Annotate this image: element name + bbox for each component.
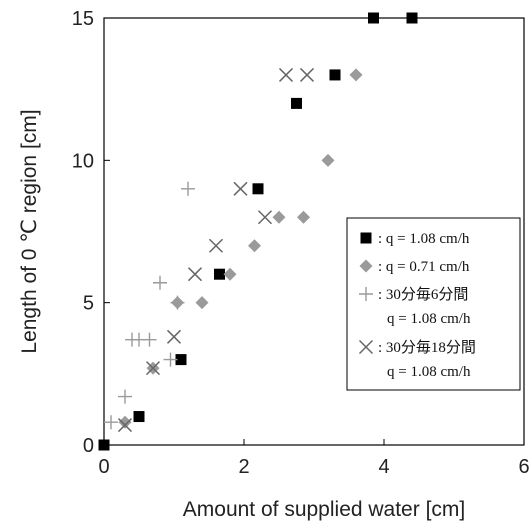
data-point-cross: [187, 267, 203, 282]
data-point-diamond: [118, 415, 132, 429]
legend-entry-label: : q = 0.71 cm/h: [378, 259, 470, 275]
data-point-plus: [181, 181, 195, 196]
series-plus: [104, 181, 195, 430]
legend-marker-diamond: [359, 259, 373, 273]
legend-entry-sublabel: q = 1.08 cm/h: [387, 311, 471, 327]
data-point-plus: [153, 275, 167, 290]
data-point-diamond: [297, 210, 310, 224]
legend-entry-sublabel: q = 1.08 cm/h: [387, 364, 471, 380]
data-point-diamond: [223, 267, 237, 281]
data-point-diamond: [272, 210, 286, 224]
data-point-cross: [208, 238, 224, 253]
data-point-diamond: [349, 68, 363, 82]
data-points: [98, 12, 418, 451]
legend-box: [346, 217, 521, 391]
data-point-plus: [163, 352, 178, 367]
data-point-square: [291, 97, 302, 109]
y-tick-label: 15: [72, 8, 94, 30]
data-point-cross: [145, 361, 161, 376]
y-tick-label: 0: [83, 435, 94, 457]
data-point-cross: [166, 329, 182, 344]
data-point-cross: [278, 67, 294, 82]
legend-marker-cross: [358, 339, 374, 355]
data-point-square: [252, 183, 264, 195]
data-point-square: [368, 12, 379, 24]
y-axis-label: Length of 0 ℃ region [cm]: [18, 109, 41, 353]
data-point-diamond: [248, 239, 261, 253]
data-point-square: [175, 354, 187, 366]
axis-ticks: 0 2 4 6 0 5 10 15: [72, 8, 530, 478]
y-tick-label: 10: [72, 150, 94, 172]
x-tick-label: 2: [238, 456, 249, 478]
legend: : q = 1.08 cm/h : q = 0.71 cm/h : 30分毎6分間 q…: [346, 217, 521, 391]
data-point-plus: [142, 332, 157, 347]
plot-frame: [103, 17, 525, 446]
x-tick-label: 0: [98, 456, 109, 478]
data-point-diamond: [321, 153, 335, 167]
legend-entry-label: : q = 1.08 cm/h: [378, 231, 470, 247]
data-point-diamond: [195, 296, 209, 310]
legend-entry-label: : 30分毎6分間: [378, 286, 468, 303]
x-tick-label: 4: [378, 456, 389, 478]
y-tick-label: 5: [83, 293, 94, 315]
data-point-cross: [117, 418, 133, 433]
data-point-plus: [104, 415, 118, 430]
data-point-cross: [257, 210, 273, 225]
data-point-plus: [170, 295, 185, 310]
legend-marker-plus: [359, 287, 373, 301]
data-point-square: [214, 268, 225, 280]
plot-border: [103, 17, 525, 446]
data-point-cross: [299, 67, 315, 82]
series-diamond: [118, 68, 363, 429]
legend-entry-label: : 30分毎18分間: [378, 339, 476, 356]
data-point-square: [406, 12, 418, 24]
data-point-square: [133, 411, 145, 423]
data-point-square: [329, 69, 341, 81]
data-point-cross: [233, 181, 248, 196]
data-point-plus: [118, 389, 132, 404]
x-tick-label: 6: [518, 456, 529, 478]
legend-marker-square: [360, 232, 372, 244]
series-cross: [117, 67, 315, 433]
x-axis-label: Amount of supplied water [cm]: [183, 498, 465, 521]
